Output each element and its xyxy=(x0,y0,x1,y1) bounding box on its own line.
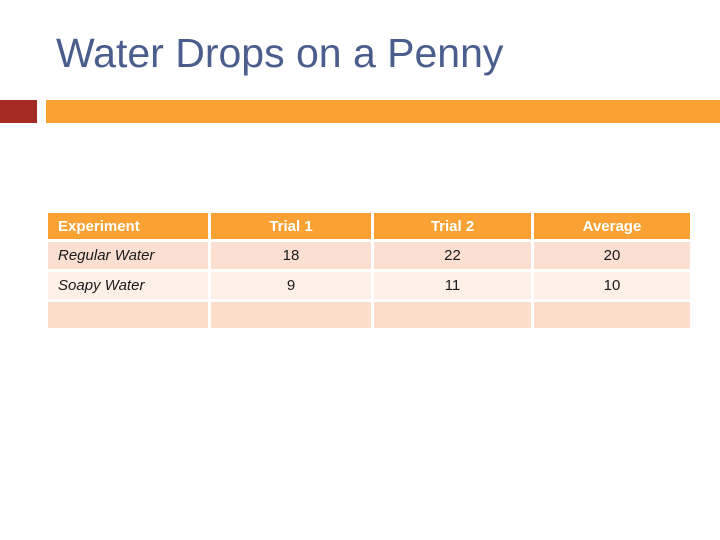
table-cell-trial1: 9 xyxy=(211,272,371,299)
table-cell-trial2 xyxy=(374,302,531,328)
table-cell-average: 10 xyxy=(534,272,690,299)
table-header-trial1: Trial 1 xyxy=(211,213,371,239)
table-header-trial2: Trial 2 xyxy=(374,213,531,239)
table-cell-average xyxy=(534,302,690,328)
table-cell-experiment: Soapy Water xyxy=(48,272,208,299)
table-cell-experiment xyxy=(48,302,208,328)
table-cell-trial1: 18 xyxy=(211,242,371,269)
experiment-results-table: Experiment Trial 1 Trial 2 Average Regul… xyxy=(48,213,690,328)
table-header-average: Average xyxy=(534,213,690,239)
accent-bar-red xyxy=(0,100,37,123)
table-cell-average: 20 xyxy=(534,242,690,269)
accent-bar-orange xyxy=(46,100,720,123)
table-cell-experiment: Regular Water xyxy=(48,242,208,269)
table-cell-trial2: 22 xyxy=(374,242,531,269)
table-header-experiment: Experiment xyxy=(48,213,208,239)
slide-title: Water Drops on a Penny xyxy=(56,30,504,76)
table-cell-trial1 xyxy=(211,302,371,328)
table-cell-trial2: 11 xyxy=(374,272,531,299)
